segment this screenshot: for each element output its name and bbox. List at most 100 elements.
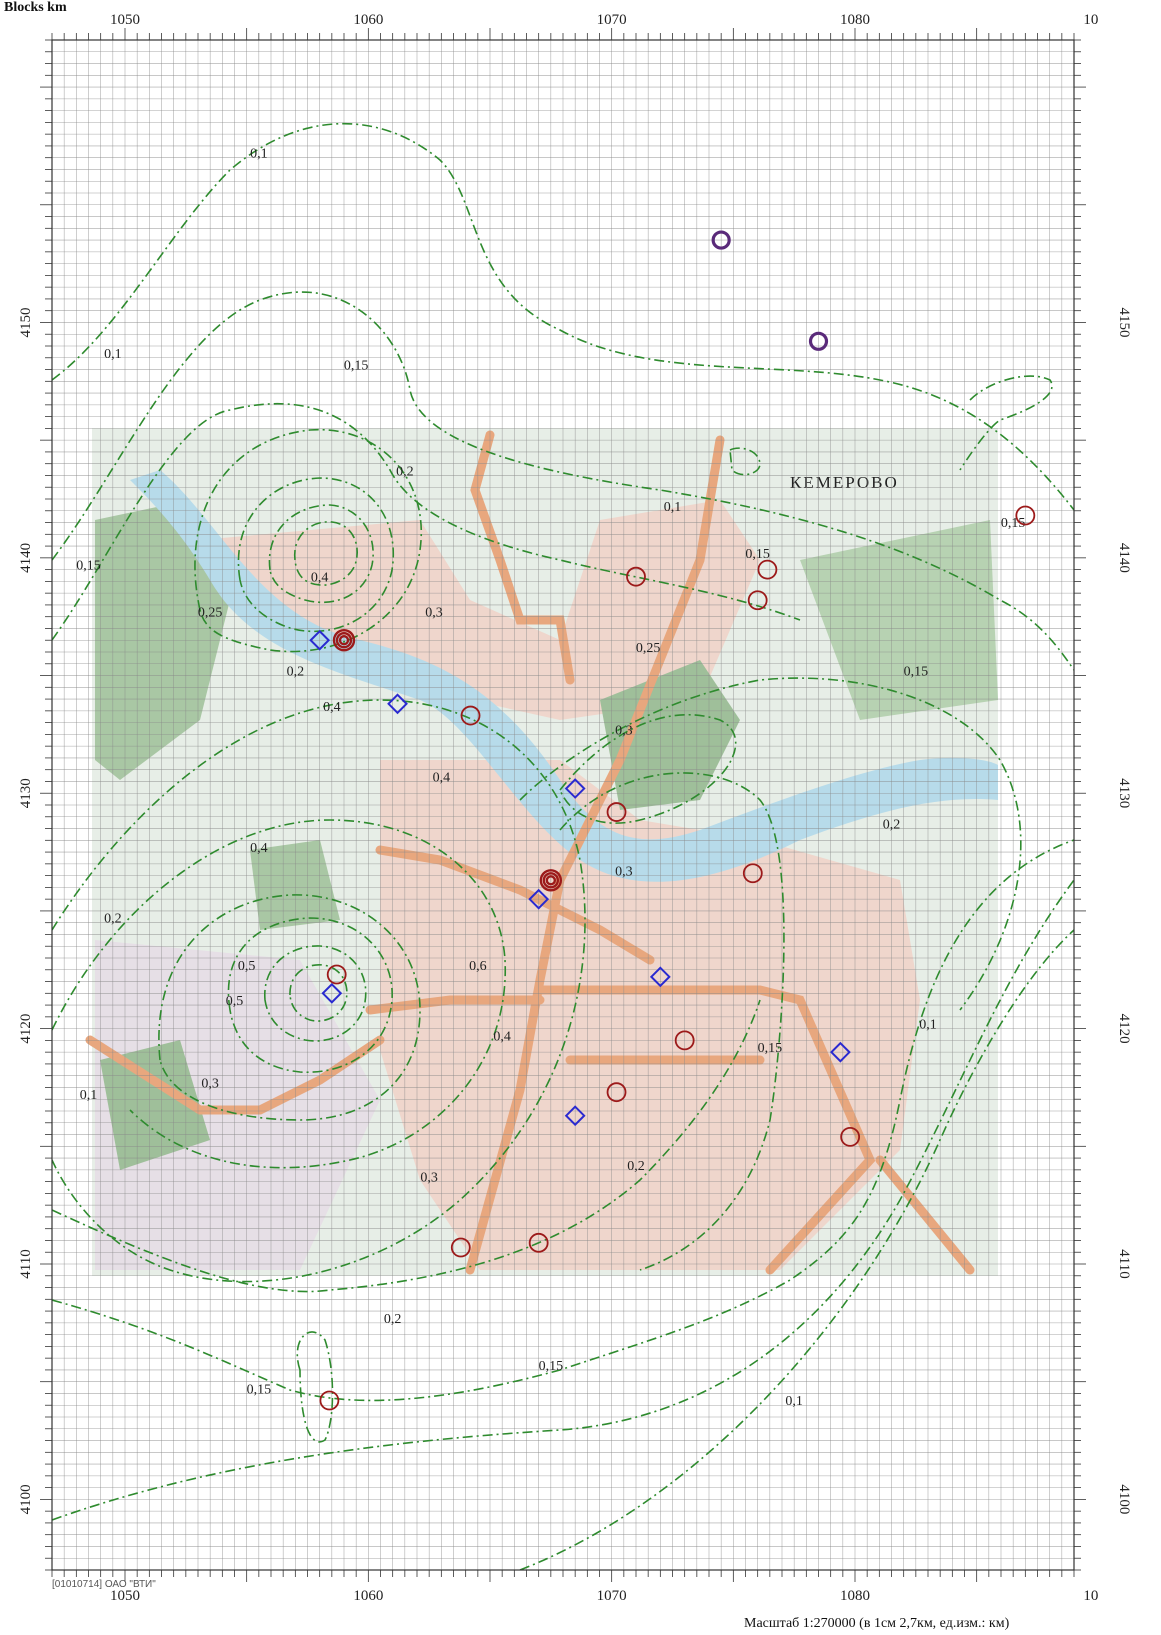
- x-tick-label: 10: [1083, 1588, 1098, 1604]
- monitoring-post-marker: [649, 966, 671, 988]
- emission-source-marker: [606, 802, 627, 822]
- emission-source-marker: [626, 566, 646, 587]
- isoline: [52, 122, 1074, 511]
- y-tick-label: 4150: [18, 307, 34, 337]
- isoline-label: 0,5: [226, 994, 244, 1009]
- isolines: [52, 122, 1074, 1570]
- roads: [85, 430, 975, 1275]
- y-tick-label: 4100: [18, 1484, 34, 1514]
- isoline-label: 0,5: [238, 959, 256, 974]
- river: [130, 470, 998, 882]
- isoline-label: 0,15: [1001, 516, 1026, 531]
- isoline: [559, 772, 785, 1271]
- emission-source-marker: [460, 705, 481, 726]
- monitoring-post-marker: [829, 1041, 851, 1063]
- y-tick-label: 4100: [1116, 1484, 1132, 1514]
- isoline-label: 0,4: [493, 1029, 511, 1044]
- isoline: [289, 964, 348, 1022]
- isoline: [52, 839, 1074, 1402]
- isoline: [729, 447, 761, 476]
- isoline: [52, 402, 801, 641]
- map-title: Blocks km: [4, 0, 67, 15]
- isoline-label: 0,2: [287, 665, 305, 680]
- y-tick-label: 4130: [18, 778, 34, 808]
- isoline-label: 0,2: [104, 912, 122, 927]
- isoline: [52, 291, 1074, 671]
- y-tick-label: 4140: [18, 543, 34, 573]
- isoline-label: 0,15: [745, 547, 770, 562]
- emission-source-marker: [1015, 505, 1036, 526]
- forest-area: [800, 520, 998, 720]
- emission-source-marker: [539, 869, 563, 892]
- isoline: [559, 714, 737, 824]
- isoline-label: 0,4: [311, 570, 329, 585]
- isoline-label: 0,1: [80, 1088, 98, 1103]
- isoline-label: 0,15: [758, 1041, 783, 1056]
- isoline-label: 0,4: [323, 700, 341, 715]
- monitoring-post-marker: [564, 1105, 586, 1127]
- copyright-label: [01010714] ОАО "ВТИ": [52, 1579, 156, 1590]
- isoline-label: 0,15: [76, 559, 101, 574]
- isoline-label: 0,1: [664, 500, 682, 515]
- y-tick-label: 4120: [1116, 1014, 1132, 1044]
- emission-source-marker: [528, 1232, 549, 1253]
- isoline-label: 0,2: [883, 818, 901, 833]
- isoline-label: 0,3: [615, 723, 633, 738]
- isoline: [959, 375, 1053, 471]
- y-tick-label: 4110: [18, 1249, 34, 1278]
- emission-source-marker: [545, 875, 557, 886]
- isoline: [519, 929, 1074, 1570]
- isoline: [264, 945, 367, 1042]
- axis-labels: 1050 1050 1060 1060 1070 1070 1080 1080 10 10 4150…: [18, 12, 1132, 1604]
- isoline-label: 0,6: [469, 959, 487, 974]
- isoline: [52, 699, 586, 1283]
- emission-source-marker: [747, 590, 768, 611]
- isoline-label: 0,25: [636, 641, 661, 656]
- emission-source-marker: [542, 872, 560, 889]
- isoline-label: 0,25: [198, 606, 223, 621]
- forest-area: [100, 1040, 210, 1170]
- map-frame: [40, 28, 1086, 1582]
- isoline: [52, 879, 1074, 1521]
- isoline-label: 0,1: [785, 1394, 803, 1409]
- isoline-label: 0,15: [344, 359, 369, 374]
- y-tick-label: 4130: [1116, 778, 1132, 808]
- x-tick-label: 1070: [597, 1588, 627, 1604]
- emission-source-marker: [606, 1082, 627, 1103]
- emission-source-marker: [808, 331, 829, 351]
- emission-source-marker: [757, 559, 778, 580]
- isoline-label: 0,1: [250, 147, 268, 162]
- isoline: [158, 894, 421, 1121]
- isoline-label: 0,4: [433, 770, 451, 785]
- emission-source-marker: [450, 1237, 471, 1258]
- y-tick-label: 4120: [18, 1014, 34, 1044]
- emission-source-marker: [338, 635, 350, 646]
- isoline-label: 0,15: [247, 1382, 272, 1397]
- urban-area: [200, 500, 760, 720]
- isoline: [52, 819, 506, 1169]
- x-tick-label: 10: [1083, 12, 1098, 28]
- isoline: [237, 477, 394, 633]
- isoline-label: 0,1: [104, 347, 122, 362]
- isoline-label: 0,1: [919, 1018, 937, 1033]
- emission-source-marker: [840, 1126, 861, 1147]
- road: [535, 985, 876, 1275]
- isoline-label: 0,2: [396, 464, 414, 479]
- isoline: [268, 504, 374, 604]
- road: [470, 430, 575, 685]
- road: [365, 995, 545, 1015]
- road: [875, 1155, 975, 1275]
- x-tick-label: 1050: [110, 1588, 140, 1604]
- isoline-label: 0,3: [420, 1171, 438, 1186]
- isoline: [52, 999, 761, 1293]
- x-tick-label: 1050: [110, 12, 140, 28]
- isoline-label: 0,3: [425, 606, 443, 621]
- emission-source-marker: [711, 230, 731, 250]
- y-tick-label: 4140: [1116, 543, 1132, 573]
- y-tick-label: 4150: [1116, 307, 1132, 337]
- road: [465, 435, 725, 1275]
- emission-source-marker: [742, 863, 763, 884]
- x-tick-label: 1060: [353, 12, 383, 28]
- monitoring-post-marker: [387, 693, 408, 715]
- emission-source-marker: [332, 629, 356, 652]
